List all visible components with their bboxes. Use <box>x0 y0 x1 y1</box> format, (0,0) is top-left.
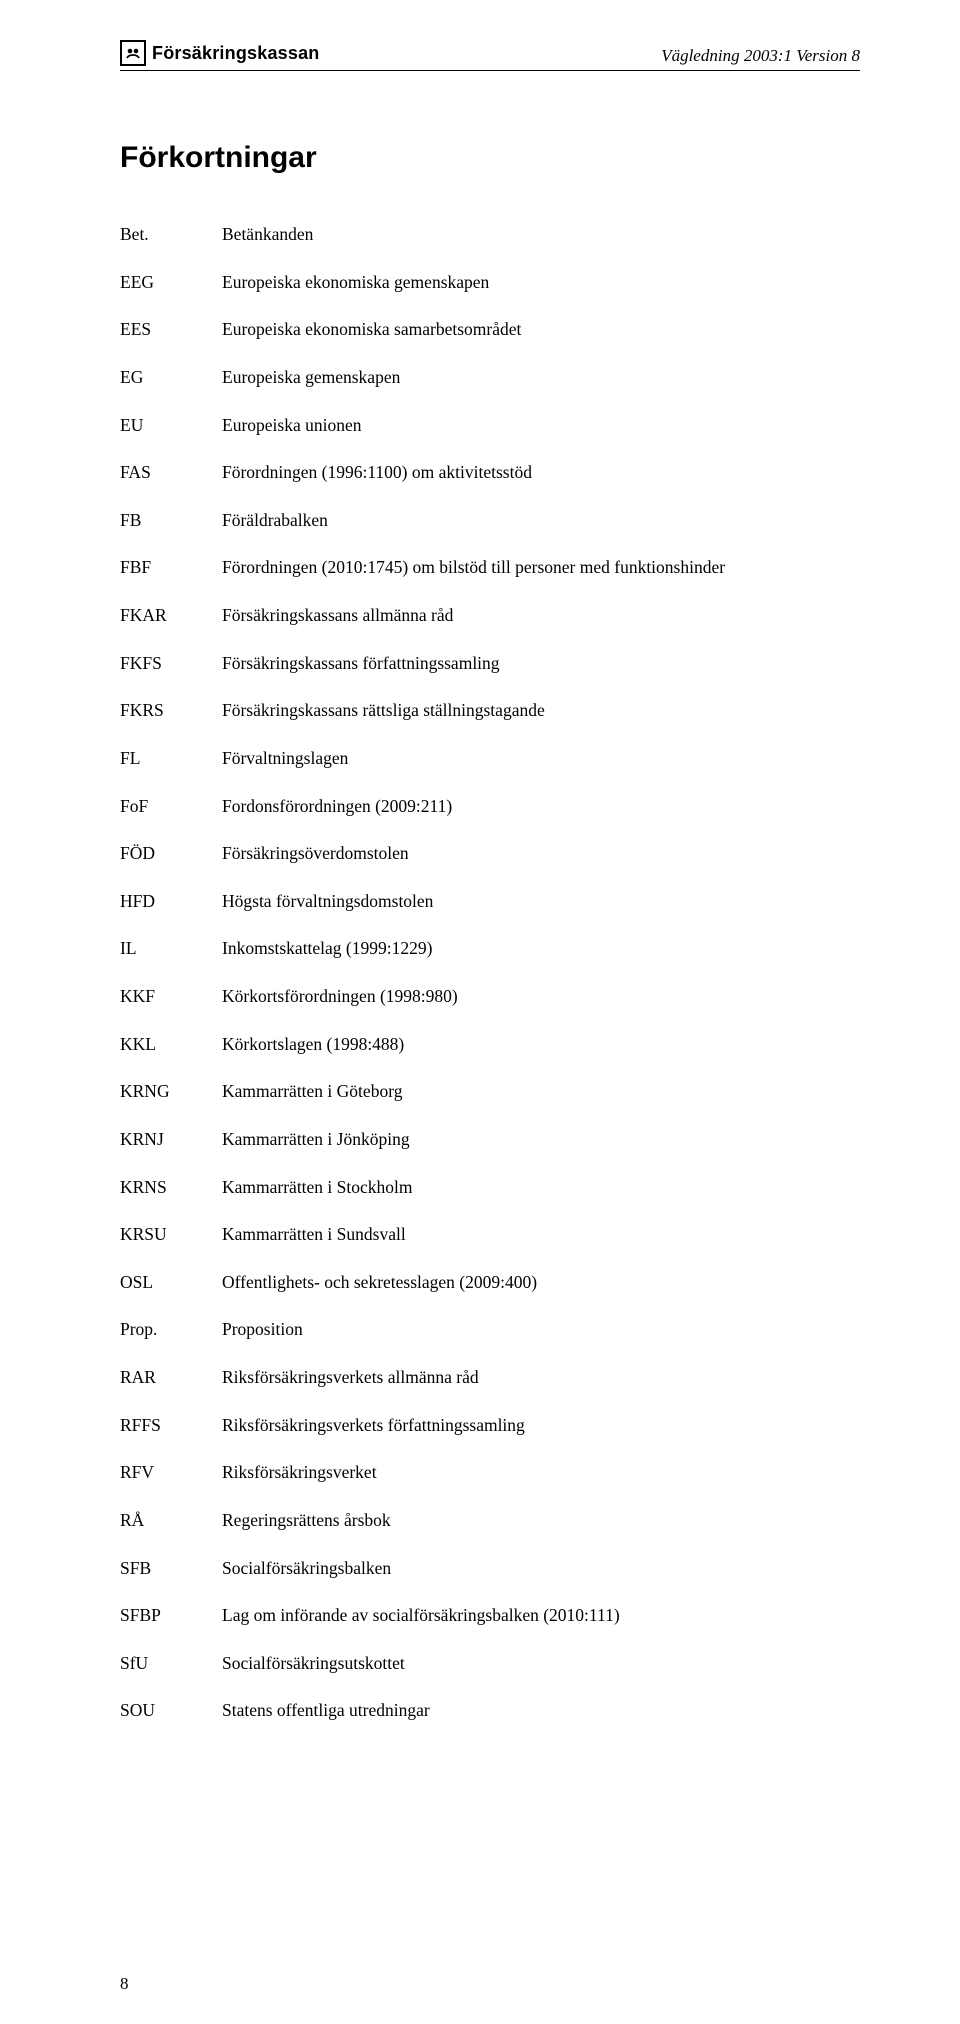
abbr-key: KRNJ <box>120 1128 210 1152</box>
abbr-value: Försäkringsöverdomstolen <box>222 842 860 866</box>
abbr-key: KKL <box>120 1033 210 1057</box>
abbr-value: Kammarrätten i Stockholm <box>222 1176 860 1200</box>
abbr-value: Kammarrätten i Sundsvall <box>222 1223 860 1247</box>
abbr-value: Socialförsäkringsbalken <box>222 1557 860 1581</box>
abbr-key: KRNG <box>120 1080 210 1104</box>
abbr-value: Riksförsäkringsverket <box>222 1461 860 1485</box>
page-header: Försäkringskassan Vägledning 2003:1 Vers… <box>120 40 860 71</box>
abbr-key: KRNS <box>120 1176 210 1200</box>
abbr-value: Försäkringskassans allmänna råd <box>222 604 860 628</box>
abbr-key: FÖD <box>120 842 210 866</box>
abbr-value: Lag om införande av socialförsäkringsbal… <box>222 1604 860 1628</box>
logo-text: Försäkringskassan <box>152 43 319 64</box>
document-reference: Vägledning 2003:1 Version 8 <box>661 46 860 66</box>
abbr-key: KKF <box>120 985 210 1009</box>
abbr-key: FBF <box>120 556 210 580</box>
abbr-key: RFV <box>120 1461 210 1485</box>
abbr-key: Prop. <box>120 1318 210 1342</box>
abbr-value: Betänkanden <box>222 223 860 247</box>
abbr-value: Fordonsförordningen (2009:211) <box>222 795 860 819</box>
abbr-value: Förvaltningslagen <box>222 747 860 771</box>
document-page: Försäkringskassan Vägledning 2003:1 Vers… <box>0 0 960 2024</box>
abbr-value: Försäkringskassans rättsliga ställningst… <box>222 699 860 723</box>
abbr-value: Proposition <box>222 1318 860 1342</box>
abbr-key: SFB <box>120 1557 210 1581</box>
logo-block: Försäkringskassan <box>120 40 319 66</box>
abbr-value: Högsta förvaltningsdomstolen <box>222 890 860 914</box>
abbr-key: IL <box>120 937 210 961</box>
abbr-key: EU <box>120 414 210 438</box>
abbr-value: Europeiska unionen <box>222 414 860 438</box>
abbr-key: RÅ <box>120 1509 210 1533</box>
abbr-key: FKAR <box>120 604 210 628</box>
abbr-value: Europeiska ekonomiska gemenskapen <box>222 271 860 295</box>
abbr-value: Riksförsäkringsverkets författningssamli… <box>222 1414 860 1438</box>
abbr-key: EEG <box>120 271 210 295</box>
page-number: 8 <box>120 1974 129 1994</box>
abbr-value: Inkomstskattelag (1999:1229) <box>222 937 860 961</box>
abbr-value: Föräldrabalken <box>222 509 860 533</box>
abbr-key: FoF <box>120 795 210 819</box>
abbr-value: Kammarrätten i Jönköping <box>222 1128 860 1152</box>
abbr-key: HFD <box>120 890 210 914</box>
abbr-key: FKFS <box>120 652 210 676</box>
abbr-value: Socialförsäkringsutskottet <box>222 1652 860 1676</box>
abbr-value: Europeiska gemenskapen <box>222 366 860 390</box>
abbr-value: Offentlighets- och sekretesslagen (2009:… <box>222 1271 860 1295</box>
abbr-value: Körkortsförordningen (1998:980) <box>222 985 860 1009</box>
abbr-value: Kammarrätten i Göteborg <box>222 1080 860 1104</box>
abbr-value: Förordningen (1996:1100) om aktivitetsst… <box>222 461 860 485</box>
abbr-key: EG <box>120 366 210 390</box>
abbr-key: RFFS <box>120 1414 210 1438</box>
abbr-key: Bet. <box>120 223 210 247</box>
abbr-key: SfU <box>120 1652 210 1676</box>
abbr-key: FKRS <box>120 699 210 723</box>
abbr-key: SFBP <box>120 1604 210 1628</box>
abbr-value: Riksförsäkringsverkets allmänna råd <box>222 1366 860 1390</box>
abbr-key: EES <box>120 318 210 342</box>
abbr-key: RAR <box>120 1366 210 1390</box>
abbr-key: FAS <box>120 461 210 485</box>
abbr-key: SOU <box>120 1699 210 1723</box>
abbr-value: Europeiska ekonomiska samarbetsområdet <box>222 318 860 342</box>
abbr-value: Förordningen (2010:1745) om bilstöd till… <box>222 556 860 580</box>
abbr-value: Körkortslagen (1998:488) <box>222 1033 860 1057</box>
page-title: Förkortningar <box>120 141 860 175</box>
abbr-value: Regeringsrättens årsbok <box>222 1509 860 1533</box>
abbr-key: FL <box>120 747 210 771</box>
abbr-key: OSL <box>120 1271 210 1295</box>
abbr-key: KRSU <box>120 1223 210 1247</box>
abbr-value: Statens offentliga utredningar <box>222 1699 860 1723</box>
abbr-key: FB <box>120 509 210 533</box>
abbr-value: Försäkringskassans författningssamling <box>222 652 860 676</box>
abbreviations-table: Bet. Betänkanden EEG Europeiska ekonomiska … <box>120 223 860 1723</box>
logo-icon <box>120 40 146 66</box>
